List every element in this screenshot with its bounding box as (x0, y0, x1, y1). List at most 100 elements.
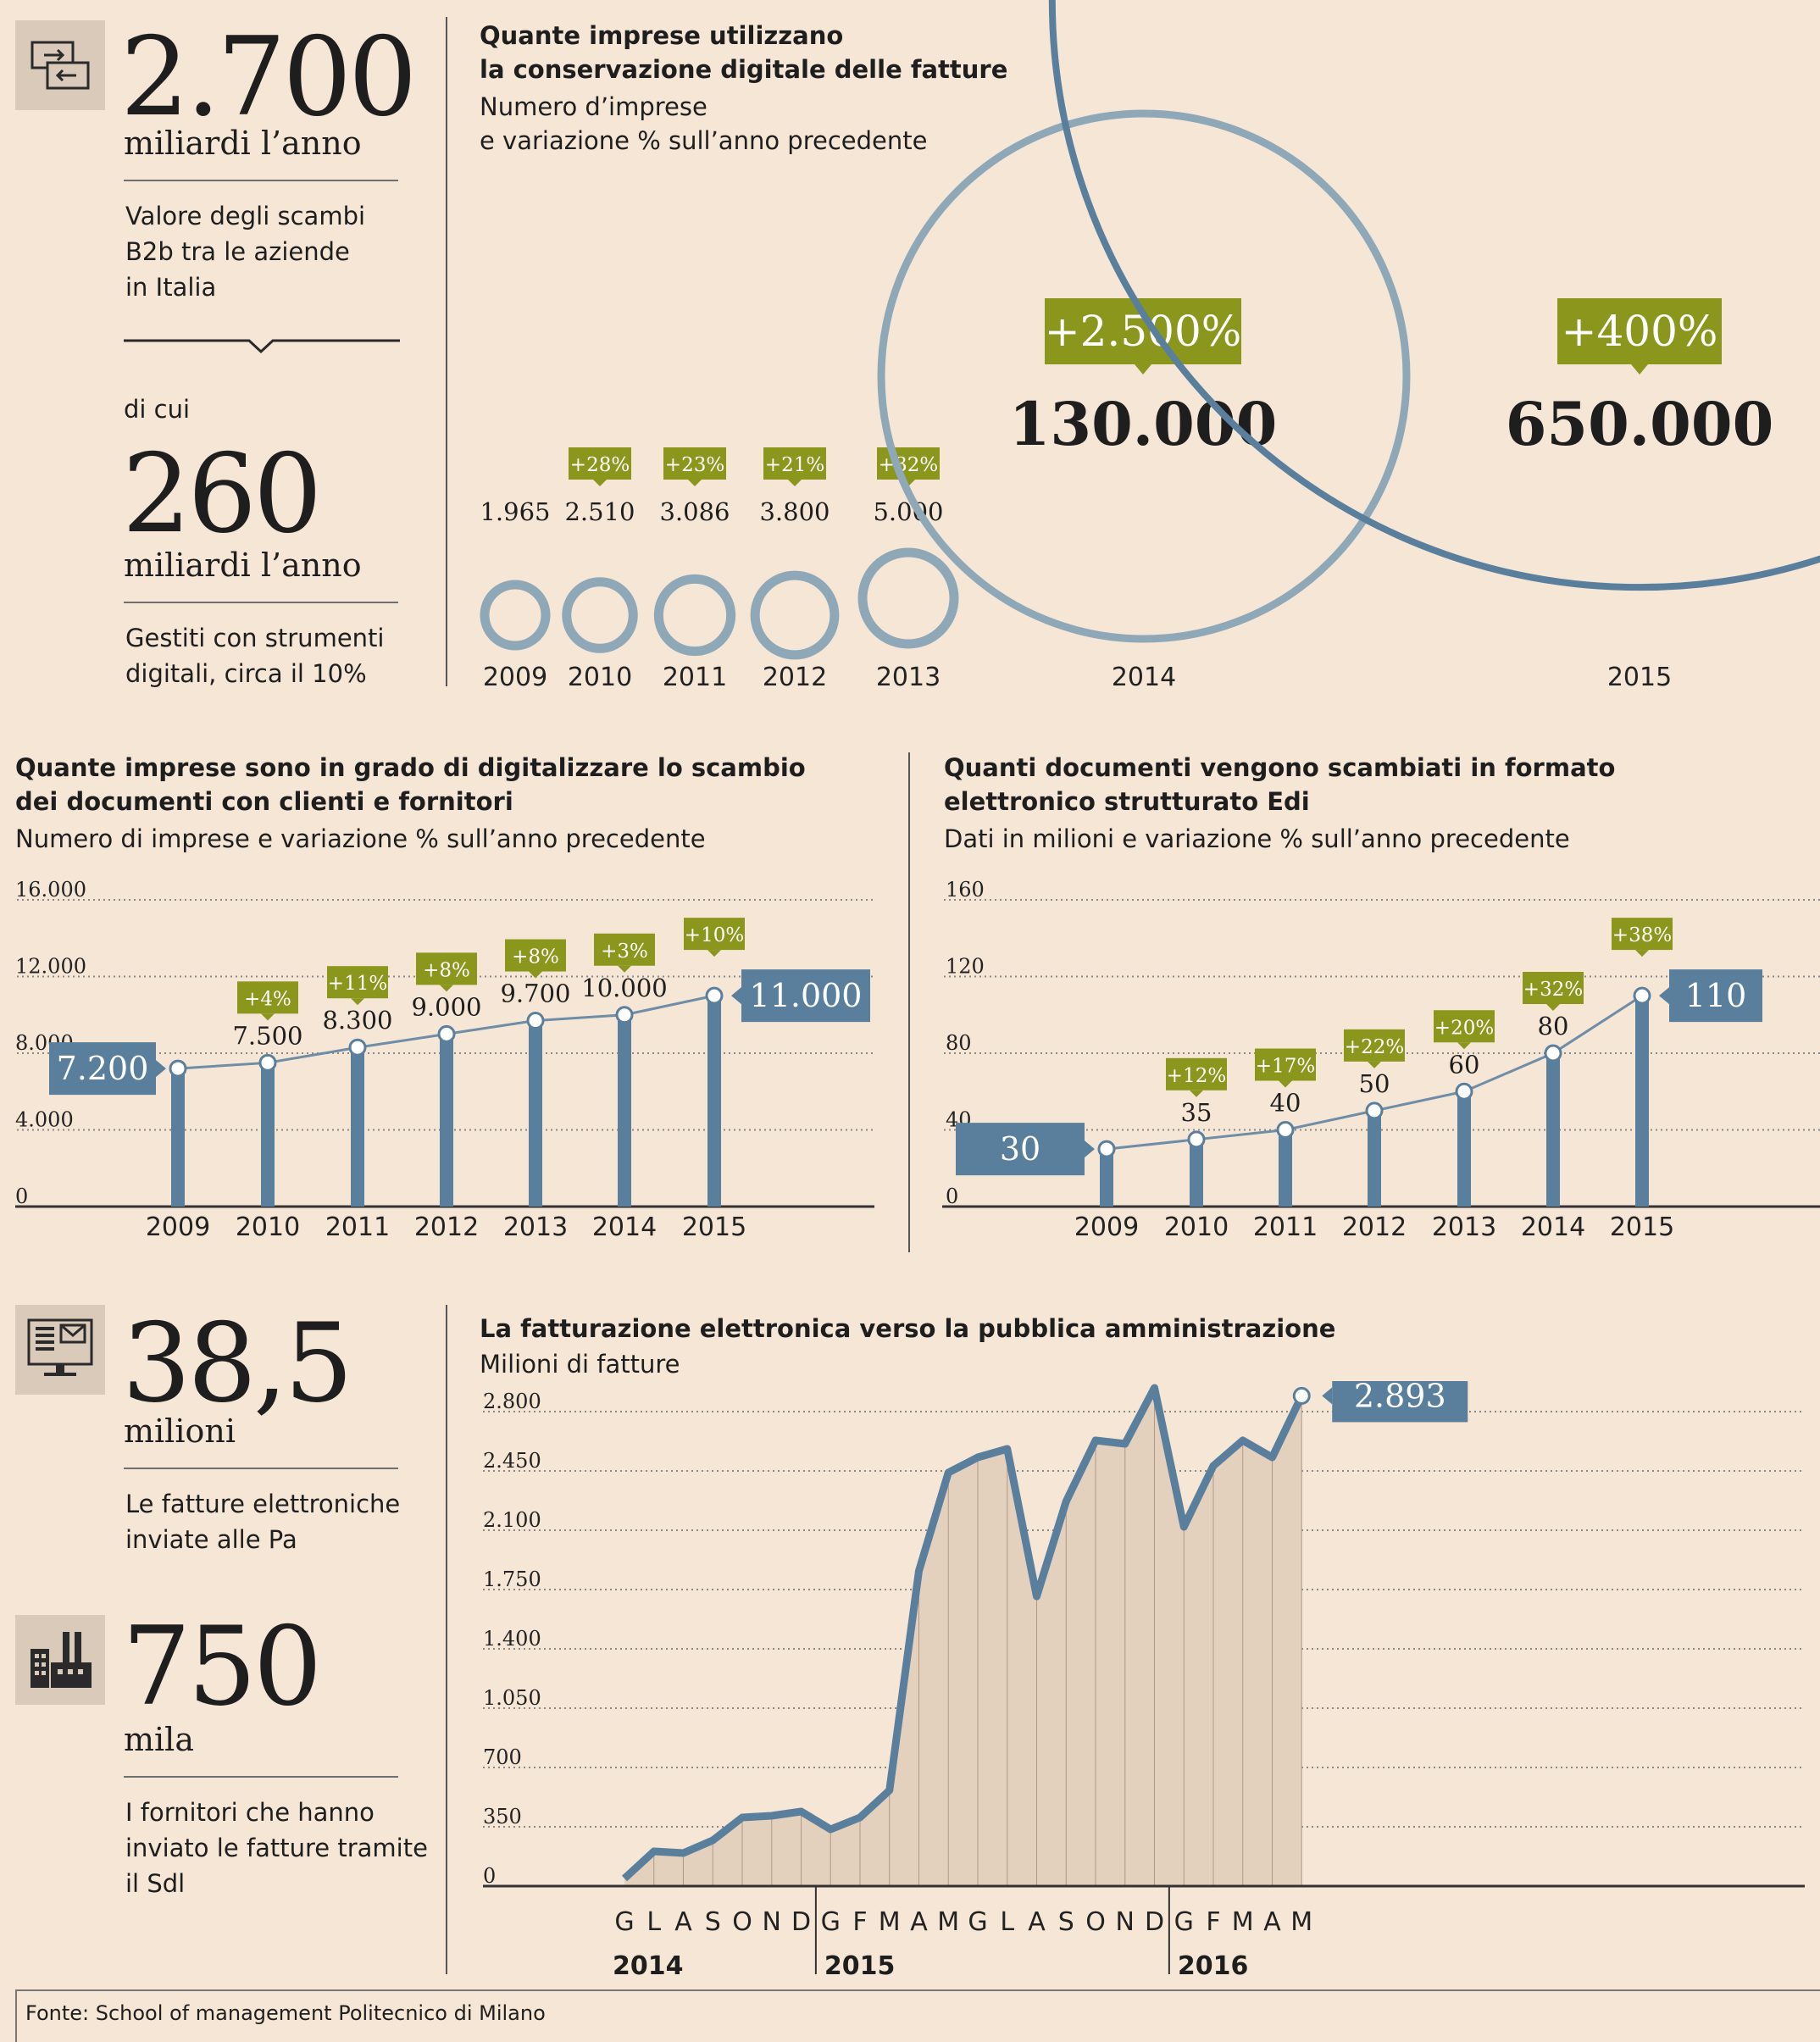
stat4-desc: I fornitori che hanno inviato le fatture… (125, 1798, 428, 1898)
x-tick-label: N (1116, 1907, 1135, 1937)
x-tick-label: O (1085, 1907, 1106, 1937)
x-tick-label: M (879, 1907, 901, 1937)
data-point (1455, 1082, 1473, 1101)
x-tick-label: 2015 (1610, 1212, 1674, 1242)
change-badge (1434, 1010, 1495, 1043)
data-point (615, 1006, 634, 1024)
x-tick-label: O (732, 1907, 752, 1937)
callout-pointer (731, 987, 741, 1005)
computer-invoice-icon (15, 1305, 105, 1395)
value-callout (1332, 1381, 1468, 1423)
chart2-title: Quante imprese sono in grado di digitali… (15, 753, 806, 816)
change-label: +400% (1562, 307, 1718, 356)
value-label: 10.000 (581, 974, 667, 1002)
change-label: +17% (1256, 1056, 1315, 1078)
change-label: +28% (570, 454, 630, 476)
bubble (877, 109, 1411, 643)
y-tick-label: 80 (946, 1031, 972, 1055)
value-label: 3.800 (759, 497, 830, 526)
change-badge (1166, 1057, 1227, 1090)
bar (1546, 1053, 1560, 1207)
x-tick-label: G (821, 1907, 841, 1937)
chevron-divider (124, 339, 400, 354)
value-label: 650.000 (1506, 389, 1774, 459)
value-label: 9.000 (411, 992, 481, 1021)
bubble-chart: 2009 1.965 2010 2.510 +28% 2011 3.086 +23% 2012 3… (480, 0, 1820, 692)
badge-pointer (351, 998, 364, 1006)
data-point (1544, 1044, 1562, 1063)
y-tick-label: 12.000 (15, 955, 86, 979)
bar (1190, 1139, 1203, 1207)
x-tick-label: 2010 (236, 1212, 300, 1242)
value-label: 2.893 (1354, 1381, 1446, 1414)
value-label: 2.510 (564, 497, 635, 526)
y-tick-label: 0 (483, 1864, 496, 1888)
x-tick-label: 2013 (503, 1212, 568, 1242)
change-badge (505, 939, 566, 972)
divider (124, 1468, 398, 1469)
change-label: +38% (1612, 924, 1672, 946)
bar (529, 1020, 542, 1207)
divider (124, 602, 398, 603)
money-exchange-icon (15, 20, 105, 110)
x-tick-label: 2012 (414, 1212, 479, 1242)
y-tick-label: 2.800 (483, 1390, 541, 1413)
y-tick-label: 120 (946, 955, 985, 979)
change-label: +4% (244, 988, 291, 1010)
change-label: +20% (1434, 1017, 1494, 1039)
x-tick-label: G (614, 1907, 634, 1937)
bubble (480, 580, 551, 651)
change-badge (237, 981, 298, 1014)
year-label: 2010 (568, 663, 632, 692)
bar (440, 1034, 453, 1207)
change-badge (327, 966, 388, 999)
badge-pointer (261, 1013, 275, 1021)
year-label: 2014 (1112, 663, 1176, 692)
chart4-subtitle: Milioni di fatture (480, 1350, 680, 1379)
change-label: +3% (601, 941, 648, 963)
x-tick-label: 2015 (682, 1212, 746, 1242)
x-tick-label: 2012 (1342, 1212, 1407, 1242)
data-point (1633, 986, 1651, 1005)
stat1-unit: miliardi l’anno (124, 125, 362, 162)
badge-pointer (788, 480, 802, 486)
value-label: 35 (1181, 1098, 1212, 1127)
x-tick-label: 2014 (592, 1212, 657, 1242)
data-point (1097, 1140, 1116, 1158)
value-label: 110 (1685, 977, 1747, 1014)
value-callout (956, 1123, 1085, 1176)
y-tick-label: 1.400 (483, 1627, 541, 1651)
badge-pointer (593, 480, 607, 486)
value-callout (1669, 969, 1762, 1023)
year-label: 2015 (1607, 663, 1672, 692)
value-label: 7.200 (57, 1050, 149, 1087)
value-callout (49, 1042, 156, 1096)
badge-pointer (1279, 1080, 1292, 1088)
x-tick-label: M (1232, 1907, 1254, 1937)
x-tick-label: L (646, 1907, 661, 1937)
x-tick-label: 2009 (1074, 1212, 1139, 1242)
y-tick-label: 350 (483, 1805, 522, 1828)
divider (124, 180, 398, 181)
callout-pointer (156, 1060, 166, 1078)
divider (124, 1776, 398, 1778)
chart1-subtitle: Numero d’imprese e variazione % sull’ann… (480, 92, 928, 155)
stat2-desc: Gestiti con strumenti digitali, circa il… (125, 624, 385, 688)
change-badge (684, 918, 745, 951)
data-point (1187, 1130, 1206, 1149)
change-label: +8% (512, 946, 559, 968)
bar (351, 1047, 364, 1207)
data-point (258, 1053, 277, 1072)
stat3-unit: milioni (124, 1412, 236, 1450)
x-tick-label: D (791, 1907, 811, 1937)
bubble (750, 570, 840, 660)
change-label: +8% (423, 959, 470, 981)
data-point (526, 1012, 545, 1030)
footer: Fonte: School of management Politecnico … (15, 1989, 1820, 2042)
stat3-number: 38,5 (122, 1301, 353, 1427)
badge-pointer (1190, 1090, 1203, 1097)
change-badge (569, 447, 631, 480)
y-tick-label: 1.050 (483, 1686, 541, 1710)
stat2-number: 260 (122, 431, 322, 558)
x-tick-label: N (763, 1907, 781, 1937)
